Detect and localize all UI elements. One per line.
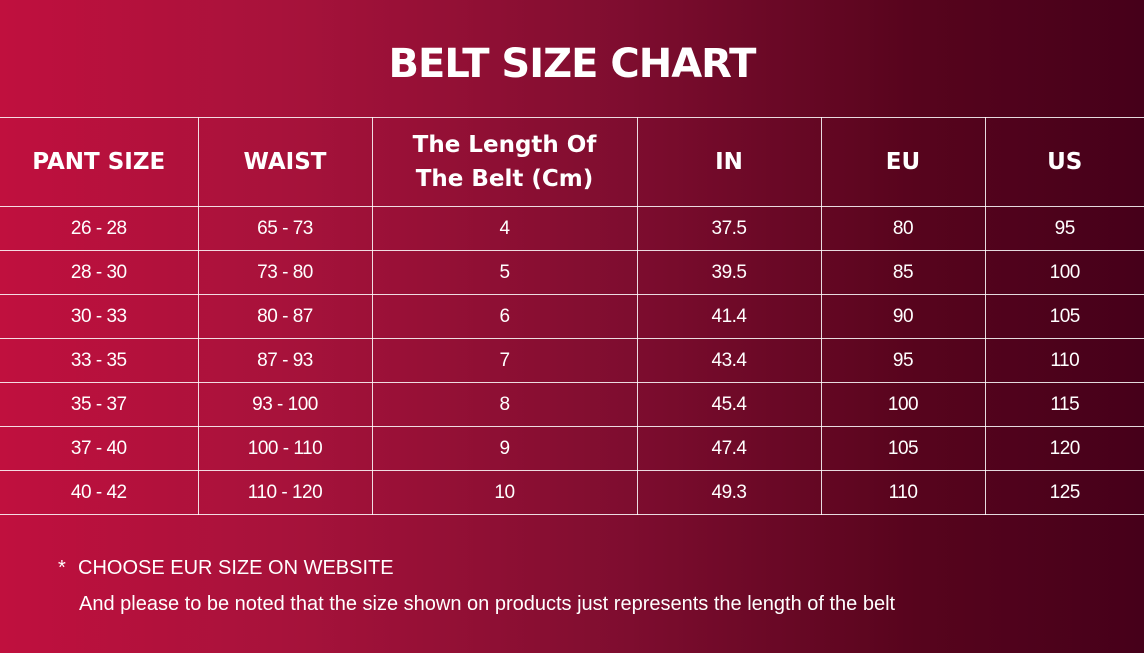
note-line-1: * CHOOSE EUR SIZE ON WEBSITE: [58, 555, 394, 581]
cell-us: 115: [984, 382, 1144, 427]
cell-pant-size: 40 - 42: [0, 470, 199, 515]
page-title: BELT SIZE CHART: [388, 41, 757, 87]
cell-eu: 105: [820, 426, 986, 471]
cell-us: 120: [984, 426, 1144, 471]
table-row: 33 - 35 87 - 93 7 43.4 95 110: [0, 338, 1144, 383]
note-line-2: And please to be noted that the size sho…: [79, 593, 896, 615]
cell-pant-size: 30 - 33: [0, 294, 199, 339]
table-row: 30 - 33 80 - 87 6 41.4 90 105: [0, 294, 1144, 339]
header-in: IN: [636, 117, 822, 207]
cell-in: 47.4: [636, 426, 822, 471]
cell-us: 105: [984, 294, 1144, 339]
cell-in: 43.4: [636, 338, 822, 383]
header-row: PANT SIZE WAIST The Length Of The Belt (…: [0, 117, 1144, 207]
header-waist: WAIST: [197, 117, 373, 207]
cell-eu: 110: [820, 470, 986, 515]
cell-pant-size: 33 - 35: [0, 338, 199, 383]
table-row: 40 - 42 110 - 120 10 49.3 110 125: [0, 470, 1144, 515]
header-belt-length-label: The Length Of The Belt (Cm): [412, 132, 597, 192]
cell-in: 49.3: [636, 470, 822, 515]
cell-in: 41.4: [636, 294, 822, 339]
cell-waist: 73 - 80: [197, 250, 373, 295]
cell-belt-length: 9: [371, 426, 638, 471]
cell-waist: 87 - 93: [197, 338, 373, 383]
cell-waist: 100 - 110: [197, 426, 373, 471]
cell-belt-length: 5: [371, 250, 638, 295]
cell-us: 125: [984, 470, 1144, 515]
cell-us: 110: [984, 338, 1144, 383]
table-row: 26 - 28 65 - 73 4 37.5 80 95: [0, 206, 1144, 251]
cell-belt-length: 7: [371, 338, 638, 383]
cell-eu: 90: [820, 294, 986, 339]
table-row: 37 - 40 100 - 110 9 47.4 105 120: [0, 426, 1144, 471]
cell-waist: 80 - 87: [197, 294, 373, 339]
cell-us: 100: [984, 250, 1144, 295]
cell-in: 37.5: [636, 206, 822, 251]
cell-pant-size: 28 - 30: [0, 250, 199, 295]
cell-eu: 95: [820, 338, 986, 383]
table-row: 35 - 37 93 - 100 8 45.4 100 115: [0, 382, 1144, 427]
header-pant-size: PANT SIZE: [0, 117, 199, 207]
cell-eu: 85: [820, 250, 986, 295]
cell-belt-length: 8: [371, 382, 638, 427]
header-belt-length: The Length Of The Belt (Cm): [371, 117, 638, 207]
cell-waist: 65 - 73: [197, 206, 373, 251]
cell-pant-size: 26 - 28: [0, 206, 199, 251]
cell-waist: 93 - 100: [197, 382, 373, 427]
cell-pant-size: 37 - 40: [0, 426, 199, 471]
cell-us: 95: [984, 206, 1144, 251]
table-row: 28 - 30 73 - 80 5 39.5 85 100: [0, 250, 1144, 295]
cell-belt-length: 6: [371, 294, 638, 339]
cell-belt-length: 4: [371, 206, 638, 251]
header-eu: EU: [820, 117, 986, 207]
header-us: US: [984, 117, 1144, 207]
cell-belt-length: 10: [371, 470, 638, 515]
cell-in: 45.4: [636, 382, 822, 427]
cell-eu: 80: [820, 206, 986, 251]
cell-waist: 110 - 120: [197, 470, 373, 515]
cell-in: 39.5: [636, 250, 822, 295]
note-line-1-text: CHOOSE EUR SIZE ON WEBSITE: [78, 557, 394, 579]
note-bullet: *: [58, 557, 66, 579]
size-table: PANT SIZE WAIST The Length Of The Belt (…: [0, 117, 1144, 515]
cell-pant-size: 35 - 37: [0, 382, 199, 427]
cell-eu: 100: [820, 382, 986, 427]
